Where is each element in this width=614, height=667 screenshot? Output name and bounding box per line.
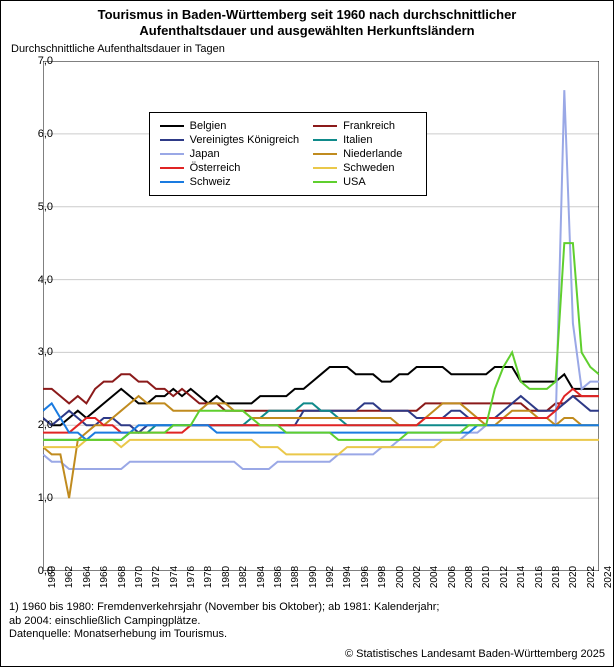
x-tick: 1966: [99, 566, 110, 588]
x-tick: 2012: [499, 566, 510, 588]
footnote-1: 1) 1960 bis 1980: Fremdenverkehrsjahr (N…: [9, 601, 439, 615]
x-tick: 1982: [238, 566, 249, 588]
legend-item: USA: [313, 176, 402, 188]
x-tick: 1962: [64, 566, 75, 588]
legend-item: Niederlande: [313, 148, 402, 160]
y-tick: 6,0: [23, 128, 53, 140]
legend-swatch: [313, 153, 337, 155]
x-tick: 2018: [551, 566, 562, 588]
legend-item: Schweden: [313, 162, 402, 174]
legend-item: Österreich: [160, 162, 299, 174]
copyright: © Statistisches Landesamt Baden-Württemb…: [345, 648, 605, 660]
footnote-3: Datenquelle: Monatserhebung im Tourismus…: [9, 628, 439, 642]
legend-item: Belgien: [160, 120, 299, 132]
x-tick: 2002: [412, 566, 423, 588]
legend-item: Italien: [313, 134, 402, 146]
x-tick: 2010: [481, 566, 492, 588]
legend-item: Frankreich: [313, 120, 402, 132]
legend-swatch: [313, 125, 337, 127]
x-tick: 1992: [325, 566, 336, 588]
legend-swatch: [313, 181, 337, 183]
x-tick: 2006: [447, 566, 458, 588]
x-tick: 1978: [203, 566, 214, 588]
legend-swatch: [160, 153, 184, 155]
legend-swatch: [313, 167, 337, 169]
legend-label: Frankreich: [343, 120, 395, 132]
x-tick: 2008: [464, 566, 475, 588]
x-tick: 1972: [151, 566, 162, 588]
x-tick: 1994: [342, 566, 353, 588]
legend-label: Italien: [343, 134, 372, 146]
legend-label: Schweiz: [190, 176, 231, 188]
legend-swatch: [160, 167, 184, 169]
x-tick: 1984: [256, 566, 267, 588]
footnote-2: ab 2004: einschließlich Campingplätze.: [9, 615, 439, 629]
x-tick: 1970: [134, 566, 145, 588]
x-tick: 1964: [82, 566, 93, 588]
legend-swatch: [160, 125, 184, 127]
y-tick: 1,0: [23, 492, 53, 504]
series-Belgien: [43, 367, 599, 425]
x-tick: 1998: [377, 566, 388, 588]
x-tick: 2004: [429, 566, 440, 588]
legend-swatch: [313, 139, 337, 141]
legend-item: Vereinigtes Königreich: [160, 134, 299, 146]
legend-label: Vereinigtes Königreich: [190, 134, 299, 146]
x-tick: 2020: [568, 566, 579, 588]
y-axis-label: Durchschnittliche Aufenthaltsdauer in Ta…: [11, 43, 225, 55]
title-line-2: Aufenthaltsdauer und ausgewählten Herkun…: [139, 23, 474, 38]
legend-item: Japan: [160, 148, 299, 160]
legend-swatch: [160, 181, 184, 183]
y-tick: 7,0: [23, 55, 53, 67]
title-line-1: Tourismus in Baden-Württemberg seit 1960…: [98, 7, 517, 22]
chart-container: Tourismus in Baden-Württemberg seit 1960…: [0, 0, 614, 667]
legend-label: Belgien: [190, 120, 227, 132]
x-tick: 1976: [186, 566, 197, 588]
x-tick: 2000: [395, 566, 406, 588]
y-tick: 3,0: [23, 346, 53, 358]
x-tick: 1960: [47, 566, 58, 588]
series-Vereinigtes Königreich: [43, 396, 599, 433]
x-tick: 2014: [516, 566, 527, 588]
x-tick: 1996: [360, 566, 371, 588]
legend-label: Japan: [190, 148, 220, 160]
legend-item: Schweiz: [160, 176, 299, 188]
legend-label: Schweden: [343, 162, 394, 174]
x-tick: 1974: [169, 566, 180, 588]
chart-title: Tourismus in Baden-Württemberg seit 1960…: [1, 7, 613, 38]
x-tick: 1980: [221, 566, 232, 588]
x-tick: 1988: [290, 566, 301, 588]
legend-label: USA: [343, 176, 366, 188]
series-Schweden: [43, 440, 599, 455]
legend-label: Niederlande: [343, 148, 402, 160]
y-tick: 2,0: [23, 419, 53, 431]
x-tick: 1968: [117, 566, 128, 588]
legend-label: Österreich: [190, 162, 241, 174]
legend: Belgien Vereinigtes Königreich Japan Österr…: [149, 112, 428, 196]
x-tick: 1986: [273, 566, 284, 588]
y-tick: 5,0: [23, 201, 53, 213]
y-tick: 4,0: [23, 274, 53, 286]
footnotes: 1) 1960 bis 1980: Fremdenverkehrsjahr (N…: [9, 601, 439, 642]
legend-swatch: [160, 139, 184, 141]
x-tick: 2024: [603, 566, 614, 588]
x-tick: 2016: [534, 566, 545, 588]
x-tick: 2022: [586, 566, 597, 588]
x-tick: 1990: [308, 566, 319, 588]
